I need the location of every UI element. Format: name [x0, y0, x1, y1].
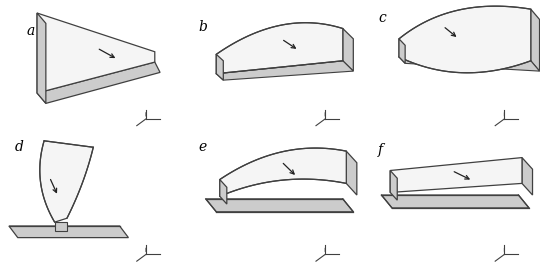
Polygon shape — [37, 13, 155, 93]
Polygon shape — [399, 39, 405, 63]
Polygon shape — [37, 13, 46, 103]
Polygon shape — [343, 29, 353, 71]
Polygon shape — [37, 62, 160, 103]
Polygon shape — [346, 151, 357, 195]
Polygon shape — [220, 148, 346, 196]
Polygon shape — [399, 6, 531, 73]
Text: e: e — [199, 140, 207, 154]
Polygon shape — [382, 195, 529, 208]
Polygon shape — [216, 61, 353, 80]
Polygon shape — [216, 23, 343, 74]
Polygon shape — [9, 226, 129, 238]
Polygon shape — [216, 54, 223, 80]
Polygon shape — [399, 57, 540, 71]
Text: a: a — [27, 24, 35, 38]
Polygon shape — [206, 199, 353, 212]
Text: c: c — [378, 11, 386, 25]
Polygon shape — [531, 9, 540, 71]
Polygon shape — [390, 158, 522, 193]
Polygon shape — [54, 222, 67, 231]
Polygon shape — [390, 170, 397, 200]
Polygon shape — [522, 158, 532, 195]
Polygon shape — [220, 180, 227, 204]
Text: f: f — [378, 143, 383, 157]
Polygon shape — [40, 141, 93, 222]
Text: b: b — [199, 20, 208, 34]
Text: d: d — [14, 140, 23, 154]
